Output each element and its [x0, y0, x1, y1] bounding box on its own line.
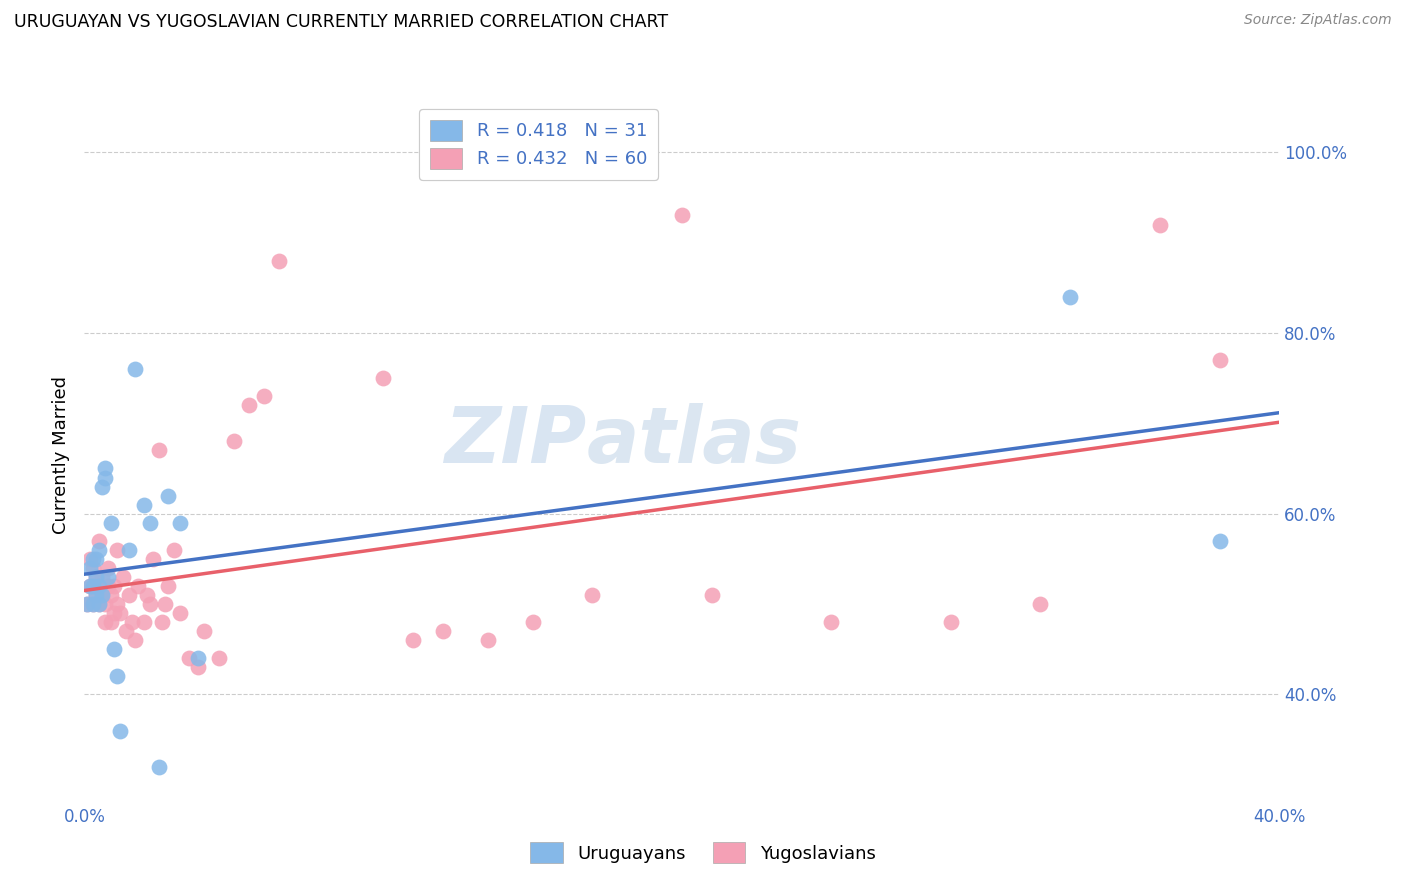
Point [157, 489, 180, 503]
Point [115, 624, 138, 639]
Point [820, 615, 842, 629]
Point [124, 362, 146, 376]
Point [169, 516, 191, 530]
Point [153, 597, 176, 611]
Point [112, 570, 135, 584]
Legend: R = 0.418   N = 31, R = 0.432   N = 60: R = 0.418 N = 31, R = 0.432 N = 60 [419, 109, 658, 179]
Point [371, 371, 394, 385]
Point [91, 479, 114, 493]
Point [118, 588, 141, 602]
Text: Source: ZipAtlas.com: Source: ZipAtlas.com [1244, 13, 1392, 28]
Point [402, 633, 425, 648]
Point [700, 588, 723, 602]
Point [110, 723, 132, 738]
Point [157, 579, 180, 593]
Point [94, 615, 117, 629]
Point [82, 551, 104, 566]
Point [238, 398, 260, 412]
Point [118, 542, 141, 557]
Point [86, 570, 108, 584]
Text: atlas: atlas [586, 403, 801, 479]
Point [94, 597, 117, 611]
Point [187, 660, 209, 674]
Point [100, 615, 122, 629]
Point [79, 551, 101, 566]
Point [208, 651, 231, 665]
Point [110, 606, 132, 620]
Point [1059, 290, 1081, 304]
Point [150, 615, 173, 629]
Point [97, 570, 120, 584]
Point [103, 606, 125, 620]
Point [79, 561, 101, 575]
Point [267, 253, 290, 268]
Point [139, 597, 162, 611]
Point [82, 579, 104, 593]
Point [82, 597, 104, 611]
Point [79, 579, 101, 593]
Point [94, 470, 117, 484]
Point [193, 624, 215, 639]
Point [522, 615, 544, 629]
Text: ZIP: ZIP [444, 403, 586, 479]
Point [100, 588, 122, 602]
Point [89, 579, 111, 593]
Point [127, 579, 149, 593]
Point [86, 588, 108, 602]
Point [105, 597, 128, 611]
Point [97, 561, 120, 575]
Point [1029, 597, 1052, 611]
Point [76, 597, 98, 611]
Point [163, 542, 186, 557]
Point [100, 516, 122, 530]
Point [82, 561, 104, 575]
Point [132, 498, 156, 512]
Point [103, 642, 125, 657]
Point [1208, 353, 1232, 368]
Point [253, 389, 276, 403]
Point [136, 588, 159, 602]
Point [222, 434, 245, 449]
Point [79, 579, 101, 593]
Point [142, 551, 165, 566]
Legend: Uruguayans, Yugoslavians: Uruguayans, Yugoslavians [519, 831, 887, 874]
Point [169, 606, 191, 620]
Point [148, 443, 170, 458]
Point [91, 588, 114, 602]
Point [939, 615, 962, 629]
Point [1208, 533, 1232, 548]
Point [121, 615, 143, 629]
Point [91, 570, 114, 584]
Point [76, 597, 98, 611]
Point [89, 597, 111, 611]
Y-axis label: Currently Married: Currently Married [52, 376, 70, 534]
Point [89, 542, 111, 557]
Point [89, 533, 111, 548]
Point [89, 579, 111, 593]
Point [177, 651, 200, 665]
Point [105, 669, 128, 683]
Point [432, 624, 454, 639]
Point [105, 542, 128, 557]
Point [86, 570, 108, 584]
Point [148, 759, 170, 773]
Point [581, 588, 603, 602]
Point [86, 588, 108, 602]
Point [103, 579, 125, 593]
Point [86, 551, 108, 566]
Point [89, 597, 111, 611]
Point [187, 651, 209, 665]
Point [671, 209, 693, 223]
Point [1149, 218, 1171, 232]
Point [132, 615, 156, 629]
Point [97, 579, 120, 593]
Text: URUGUAYAN VS YUGOSLAVIAN CURRENTLY MARRIED CORRELATION CHART: URUGUAYAN VS YUGOSLAVIAN CURRENTLY MARRI… [14, 13, 668, 31]
Point [139, 516, 162, 530]
Point [82, 597, 104, 611]
Point [477, 633, 499, 648]
Point [94, 461, 117, 475]
Point [91, 588, 114, 602]
Point [124, 633, 146, 648]
